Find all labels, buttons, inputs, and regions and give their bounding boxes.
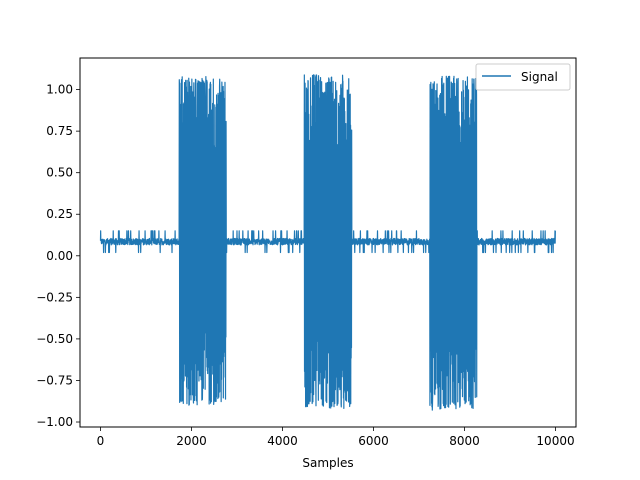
- y-tick-label: 0.75: [46, 124, 73, 138]
- y-tick-label: 1.00: [46, 83, 73, 97]
- x-tick-label: 10000: [536, 434, 574, 448]
- x-axis-label: Samples: [302, 456, 353, 470]
- plot-frame: [79, 57, 577, 428]
- x-tick-label: 8000: [449, 434, 480, 448]
- y-tick-label: −0.50: [36, 332, 73, 346]
- y-tick-label: −0.75: [36, 373, 73, 387]
- y-tick-label: 0.50: [46, 166, 73, 180]
- series-line-0: [99, 74, 556, 411]
- x-tick-label: 6000: [358, 434, 389, 448]
- legend: Signal: [475, 63, 571, 91]
- x-tick-label: 2000: [176, 434, 207, 448]
- y-tick-label: 0.25: [46, 207, 73, 221]
- x-axis: 0 2000 4000 6000 8000 10000: [97, 427, 575, 448]
- y-tick-label: −0.25: [36, 290, 73, 304]
- y-axis: −1.00 −0.75 −0.50 −0.25 0.00 0.25 0.50 0.75 1.00: [36, 83, 80, 429]
- plot-area: [99, 74, 556, 411]
- legend-entry-signal: Signal: [521, 70, 558, 84]
- y-tick-label: 0.00: [46, 249, 73, 263]
- x-tick-label: 0: [97, 434, 105, 448]
- x-tick-label: 4000: [267, 434, 298, 448]
- y-tick-label: −1.00: [36, 415, 73, 429]
- legend-box: [475, 63, 571, 91]
